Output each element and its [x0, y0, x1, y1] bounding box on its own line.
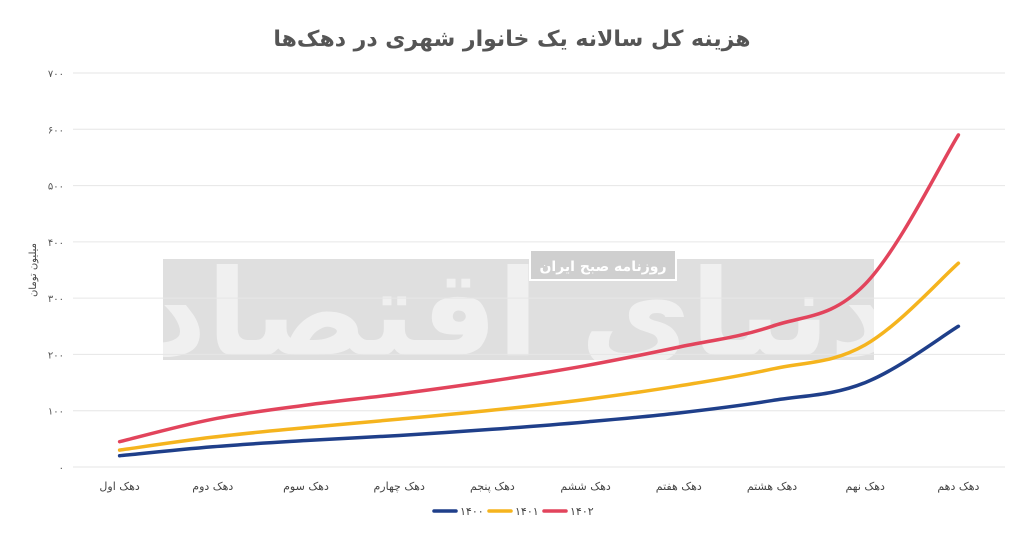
y-tick-label: ۴۰۰: [48, 238, 64, 249]
y-tick-label: ۷۰۰: [48, 69, 64, 80]
x-tick-label: دهک هشتم: [747, 480, 797, 493]
watermark: روزنامه صبح ایران دنیای اقتصاد: [145, 245, 891, 384]
watermark-subtitle: روزنامه صبح ایران: [539, 259, 666, 275]
series-line-1: [117, 261, 961, 452]
x-axis-labels: دهک اول دهک دوم دهک سوم دهک چهارم دهک پنجم ده…: [99, 480, 979, 493]
watermark-band: [163, 259, 874, 360]
y-tick-label: ۱۰۰: [48, 407, 64, 418]
watermark-logo: دنیای اقتصاد: [145, 245, 891, 384]
legend-label: ۱۴۰۲: [570, 505, 594, 518]
x-tick-label: دهک هفتم: [656, 480, 702, 493]
x-tick-label: دهک ششم: [560, 480, 610, 493]
series-line-2: [117, 133, 961, 444]
x-tick-label: دهک دهم: [937, 480, 979, 493]
y-tick-label: ۵۰۰: [48, 182, 64, 193]
x-tick-label: دهک چهارم: [374, 480, 425, 493]
legend-label: ۱۴۰۱: [515, 505, 539, 518]
y-tick-label: ۰: [59, 463, 64, 474]
x-tick-label: دهک نهم: [845, 480, 885, 493]
x-tick-label: دهک پنجم: [470, 480, 515, 493]
y-tick-label: ۳۰۰: [48, 294, 64, 305]
y-axis-ticks: ۰ ۱۰۰ ۲۰۰ ۳۰۰ ۴۰۰ ۵۰۰ ۶۰۰ ۷۰۰: [48, 69, 64, 474]
chart-title: هزینه کل سالانه یک خانوار شهری در دهک‌ها: [273, 27, 750, 52]
x-tick-label: دهک اول: [99, 480, 140, 493]
series-lines: [117, 133, 961, 458]
legend: ۱۴۰۰ ۱۴۰۱ ۱۴۰۲: [432, 505, 594, 518]
y-axis-title: میلیون تومان: [28, 243, 39, 297]
y-tick-label: ۶۰۰: [48, 125, 64, 136]
y-tick-label: ۲۰۰: [48, 350, 64, 361]
watermark-subtitle-box: [529, 249, 677, 281]
series-line-0: [117, 324, 961, 458]
x-tick-label: دهک سوم: [283, 480, 329, 493]
legend-label: ۱۴۰۰: [460, 505, 484, 518]
x-tick-label: دهک دوم: [192, 480, 233, 493]
